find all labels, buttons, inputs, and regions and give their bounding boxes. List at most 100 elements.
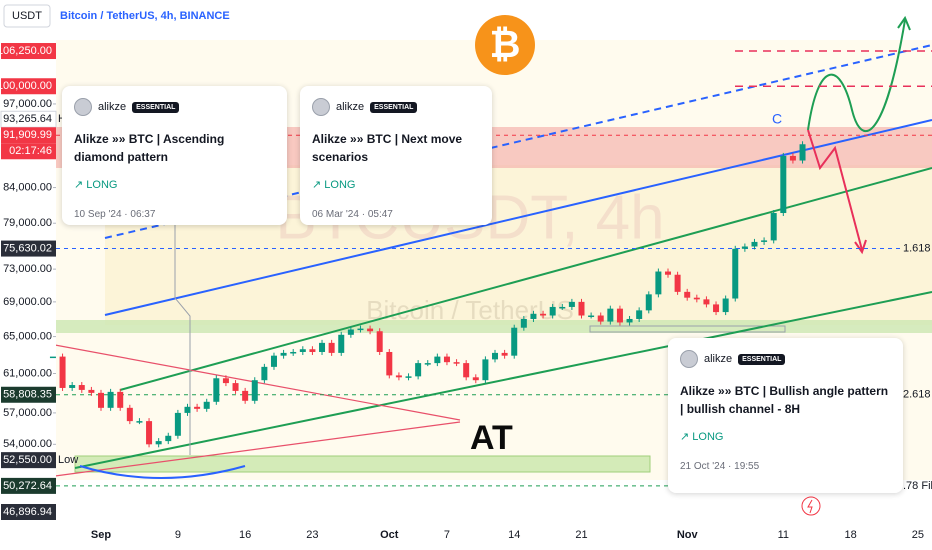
arrow-head — [854, 239, 867, 255]
candle — [270, 355, 277, 367]
y-tick-label: 97,000.00 — [3, 98, 52, 110]
range-box — [589, 325, 786, 333]
card-title: Alikze »» BTC | Next move scenarios — [312, 132, 463, 164]
candle — [607, 308, 614, 322]
candle — [415, 363, 422, 377]
candle — [367, 328, 374, 332]
candle — [146, 421, 153, 445]
candle — [242, 390, 249, 401]
wave-label: C — [772, 111, 782, 127]
arrow-head — [897, 15, 911, 31]
y-tick-label: 54,000.00 — [3, 438, 52, 450]
x-tick-label: 14 — [508, 529, 520, 541]
candle — [722, 298, 729, 313]
bitcoin-symbol: ₿ — [490, 24, 521, 66]
candle — [645, 294, 652, 311]
badge: ESSENTIAL — [738, 353, 786, 365]
y-tick-label: 61,000.00 — [3, 367, 52, 379]
candle — [184, 406, 191, 413]
x-tick-label: 18 — [844, 529, 856, 541]
candle — [126, 407, 133, 422]
badge: ESSENTIAL — [370, 101, 418, 113]
idea-card[interactable]: alikze ESSENTIAL Alikze »» BTC | Bullish … — [668, 338, 903, 493]
candle — [597, 315, 604, 322]
countdown: 02:17:46 — [9, 145, 52, 157]
logo: AT — [470, 419, 513, 457]
event-bolt — [807, 499, 813, 514]
triangle-line — [54, 421, 461, 477]
candle — [319, 342, 326, 352]
candle — [530, 313, 537, 319]
green-zone — [55, 320, 932, 333]
candle — [290, 351, 297, 354]
candle — [261, 366, 268, 381]
candle — [713, 304, 720, 313]
idea-card[interactable]: alikze ESSENTIAL Alikze »» BTC | Next mov… — [300, 86, 492, 225]
candle — [761, 240, 768, 242]
signal: LONG — [86, 179, 118, 191]
signal-icon: ↗ — [680, 431, 693, 443]
candle — [693, 297, 700, 300]
candle — [174, 412, 181, 436]
candle — [194, 406, 201, 409]
candle — [357, 328, 364, 331]
symbol-title: Bitcoin / TetherUS, 4h, BINANCE — [60, 10, 230, 22]
candle — [453, 362, 460, 364]
event-icon — [801, 496, 821, 516]
author: alikze — [98, 101, 127, 113]
signal: LONG — [324, 179, 356, 191]
channel-line — [74, 291, 932, 469]
candle — [520, 318, 527, 328]
candle — [309, 349, 316, 352]
channel-line — [119, 167, 932, 391]
candle — [799, 144, 806, 161]
price-badge — [1, 452, 56, 469]
candle — [655, 271, 662, 295]
price-badge-label: 52,550.00 — [3, 454, 52, 466]
candle — [59, 356, 66, 388]
price-badge — [1, 127, 56, 144]
idea-card[interactable]: alikze ESSENTIAL Alikze »» BTC | Ascendin… — [62, 86, 287, 225]
candle — [434, 356, 441, 364]
avatar — [680, 350, 698, 368]
y-tick-label: 65,000.00 — [3, 330, 52, 342]
price-badge-label: 50,272.64 — [3, 480, 52, 492]
bull-scenario — [807, 19, 906, 132]
candle — [49, 356, 56, 359]
candle — [424, 363, 431, 365]
candle — [780, 155, 787, 214]
price-badge — [1, 504, 56, 520]
x-tick-label: Nov — [677, 529, 699, 541]
candle — [540, 313, 547, 316]
candle — [568, 301, 575, 307]
low-arc — [79, 465, 246, 479]
bitcoin-logo — [475, 15, 535, 75]
price-badge — [1, 386, 56, 403]
candle — [482, 359, 489, 381]
candle — [684, 291, 691, 298]
date: 21 Oct '24 · 19:55 — [680, 461, 760, 472]
candle — [338, 334, 345, 353]
candle — [405, 376, 412, 378]
date: 06 Mar '24 · 05:47 — [312, 209, 393, 220]
signal-icon: ↗ — [74, 179, 87, 191]
badge: ESSENTIAL — [132, 101, 180, 113]
candle — [578, 301, 585, 316]
candle — [376, 331, 383, 352]
candle — [626, 318, 633, 323]
candle — [472, 377, 479, 381]
card-title: Alikze »» BTC | Bullish angle pattern | … — [680, 384, 889, 416]
candle — [222, 378, 229, 384]
fib-label: 1.618 — [903, 242, 931, 254]
price-badge-label: 93,265.64 — [3, 113, 52, 125]
author: alikze — [336, 101, 365, 113]
candle — [155, 441, 162, 445]
x-tick-label: 11 — [778, 529, 789, 541]
signal: LONG — [692, 431, 724, 443]
green-zone-low — [74, 455, 651, 473]
candle — [107, 391, 114, 408]
avatar — [74, 98, 92, 116]
price-badge — [1, 43, 56, 60]
avatar — [312, 98, 330, 116]
